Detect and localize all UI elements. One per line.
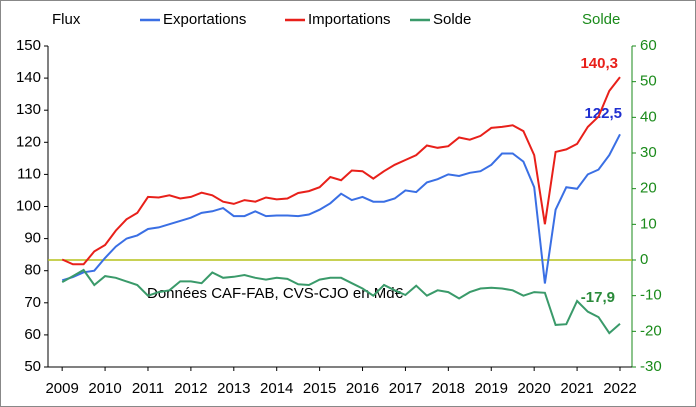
y2-tick-label: 20 — [640, 180, 657, 197]
series-line — [61, 268, 621, 335]
y2-tick-label: 30 — [640, 144, 657, 161]
y2-tick-label: -10 — [640, 287, 662, 304]
y-tick-label: 130 — [16, 101, 41, 118]
x-tick-label: 2020 — [517, 380, 550, 397]
y-tick-label: 70 — [24, 294, 41, 311]
x-tick-label: 2012 — [174, 380, 207, 397]
x-tick-label: 2016 — [346, 380, 379, 397]
y2-tick-label: -30 — [640, 358, 662, 375]
y2-tick-label: 10 — [640, 215, 657, 232]
x-tick-label: 2013 — [217, 380, 250, 397]
y2-tick-label: 40 — [640, 108, 657, 125]
y2-axis-label: Solde — [582, 11, 620, 28]
legend-label: Solde — [433, 11, 471, 28]
legend-label: Exportations — [163, 11, 246, 28]
y-tick-label: 100 — [16, 197, 41, 214]
y2-tick-label: 0 — [640, 251, 648, 268]
y-tick-label: 50 — [24, 358, 41, 375]
y2-tick-label: 60 — [640, 37, 657, 54]
y-axis-label: Flux — [52, 11, 81, 28]
annotation: Données CAF-FAB, CVS-CJO en Md€ — [147, 285, 404, 302]
x-tick-label: 2021 — [560, 380, 593, 397]
x-tick-label: 2015 — [303, 380, 336, 397]
y-tick-label: 140 — [16, 69, 41, 86]
x-tick-label: 2010 — [88, 380, 121, 397]
x-tick-label: 2014 — [260, 380, 293, 397]
series-line — [61, 133, 621, 284]
y-tick-label: 80 — [24, 262, 41, 279]
y-tick-label: 150 — [16, 37, 41, 54]
data-label: 122,5 — [584, 105, 622, 122]
y-tick-label: 120 — [16, 133, 41, 150]
y2-tick-label: -20 — [640, 322, 662, 339]
y-tick-label: 60 — [24, 326, 41, 343]
legend-label: Importations — [308, 11, 391, 28]
x-tick-label: 2011 — [132, 380, 164, 397]
data-label: -17,9 — [581, 289, 615, 306]
y-tick-label: 110 — [17, 165, 41, 182]
data-label: 140,3 — [580, 55, 618, 72]
series-line — [61, 76, 621, 266]
x-tick-label: 2009 — [45, 380, 78, 397]
y-tick-label: 90 — [24, 230, 41, 247]
x-tick-label: 2019 — [475, 380, 508, 397]
y2-tick-label: 50 — [640, 73, 657, 90]
x-tick-label: 2018 — [432, 380, 465, 397]
x-tick-label: 2017 — [389, 380, 422, 397]
x-tick-label: 2022 — [603, 380, 636, 397]
